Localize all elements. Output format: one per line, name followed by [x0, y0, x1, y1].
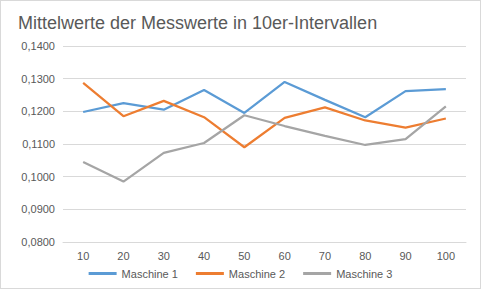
- svg-text:90: 90: [399, 250, 411, 262]
- svg-text:30: 30: [158, 250, 170, 262]
- svg-text:100: 100: [437, 250, 455, 262]
- svg-text:0,1100: 0,1100: [22, 138, 55, 150]
- svg-text:0,1400: 0,1400: [21, 40, 55, 52]
- svg-text:0,1300: 0,1300: [21, 73, 55, 85]
- svg-text:0,0900: 0,0900: [21, 203, 55, 215]
- svg-text:0,0800: 0,0800: [21, 236, 55, 248]
- svg-text:50: 50: [238, 250, 250, 262]
- svg-text:80: 80: [359, 250, 371, 262]
- svg-text:20: 20: [117, 250, 129, 262]
- svg-text:0,1200: 0,1200: [21, 105, 55, 117]
- svg-text:10: 10: [77, 250, 89, 262]
- svg-text:Maschine 2: Maschine 2: [229, 268, 285, 280]
- svg-text:Mittelwerte der Messwerte in 1: Mittelwerte der Messwerte in 10er-Interv…: [18, 13, 377, 33]
- svg-text:40: 40: [198, 250, 210, 262]
- svg-text:60: 60: [279, 250, 291, 262]
- svg-text:0,1000: 0,1000: [21, 171, 55, 183]
- svg-text:Maschine 3: Maschine 3: [336, 268, 392, 280]
- svg-text:70: 70: [319, 250, 331, 262]
- svg-text:Maschine 1: Maschine 1: [122, 268, 178, 280]
